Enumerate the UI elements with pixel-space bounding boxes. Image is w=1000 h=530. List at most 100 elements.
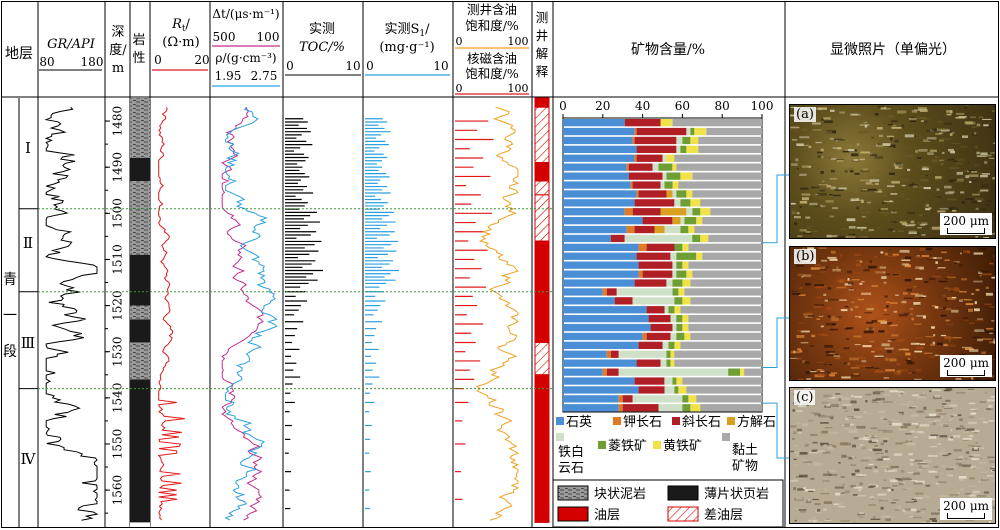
texture-grain	[938, 413, 946, 415]
texture-grain	[800, 330, 810, 333]
texture-grain	[874, 370, 885, 373]
texture-grain	[837, 147, 842, 150]
texture-grain	[859, 482, 863, 486]
texture-grain	[796, 357, 802, 360]
depth-header-1: 深	[111, 25, 124, 40]
texture-grain	[850, 308, 853, 311]
photo-b: (b) 200 μm	[789, 246, 996, 381]
texture-grain	[958, 476, 967, 479]
texture-grain	[902, 509, 906, 512]
texture-grain	[917, 116, 927, 119]
texture-grain	[907, 168, 911, 171]
texture-grain	[844, 149, 849, 151]
texture-grain	[871, 285, 878, 287]
texture-grain	[962, 346, 972, 349]
texture-grain	[803, 388, 811, 390]
texture-grain	[883, 440, 888, 443]
texture-grain	[889, 200, 893, 202]
texture-grain	[857, 513, 865, 516]
texture-grain	[889, 172, 895, 175]
texture-grain	[972, 133, 978, 136]
texture-grain	[994, 415, 995, 417]
texture-grain	[941, 151, 945, 155]
mineral-segment	[563, 261, 639, 269]
texture-grain	[962, 431, 969, 433]
texture-grain	[904, 312, 911, 315]
texture-grain	[896, 363, 901, 366]
stratigraphy-column: 青 一 段 Ⅰ Ⅱ Ⅲ Ⅳ	[3, 98, 38, 527]
mineral-segment	[686, 386, 762, 394]
texture-grain	[911, 498, 917, 500]
texture-grain	[853, 373, 859, 376]
mineral-segment	[628, 163, 653, 171]
sat-log-header-2: 饱和度/%	[465, 18, 519, 33]
mineral-legend-label: 斜长石	[682, 415, 721, 430]
sat-log-min: 0	[456, 35, 463, 48]
texture-grain	[871, 181, 881, 184]
texture-grain	[921, 234, 926, 236]
texture-grain	[824, 345, 834, 348]
texture-grain	[826, 306, 832, 310]
interp-poor_oil	[534, 180, 550, 196]
texture-grain	[871, 497, 874, 500]
texture-grain	[853, 437, 859, 440]
texture-grain	[880, 442, 884, 446]
texture-grain	[830, 109, 835, 112]
subunit-2: Ⅱ	[23, 234, 33, 252]
texture-grain	[794, 519, 797, 522]
texture-grain	[951, 296, 957, 299]
texture-grain	[917, 396, 926, 399]
texture-grain	[819, 315, 824, 317]
texture-grain	[931, 519, 938, 522]
texture-grain	[858, 489, 861, 492]
texture-grain	[932, 422, 936, 426]
texture-grain	[870, 435, 877, 438]
texture-grain	[839, 442, 849, 446]
texture-grain	[873, 255, 878, 258]
legend-poor-oil-swatch	[667, 506, 699, 522]
texture-grain	[977, 338, 983, 342]
texture-grain	[919, 214, 923, 217]
texture-grain	[824, 519, 832, 522]
texture-grain	[986, 331, 995, 333]
texture-grain	[861, 200, 864, 203]
texture-grain	[799, 136, 810, 139]
texture-grain	[974, 409, 978, 411]
texture-grain	[934, 395, 941, 398]
texture-grain	[835, 353, 839, 356]
texture-grain	[875, 452, 884, 454]
texture-grain	[859, 158, 865, 161]
texture-grain	[982, 273, 992, 276]
texture-grain	[971, 376, 974, 380]
photo-b-scalebar: 200 μm	[940, 355, 992, 377]
texture-grain	[824, 157, 832, 159]
texture-grain	[968, 416, 975, 418]
texture-grain	[922, 392, 925, 396]
texture-grain	[938, 132, 944, 134]
texture-grain	[970, 116, 976, 118]
texture-grain	[949, 404, 958, 407]
texture-grain	[976, 495, 987, 497]
texture-grain	[824, 405, 831, 408]
texture-grain	[854, 396, 862, 398]
texture-grain	[800, 342, 809, 344]
mineral-segment	[682, 136, 691, 145]
texture-grain	[902, 292, 908, 295]
texture-grain	[902, 348, 907, 351]
texture-grain	[865, 216, 869, 219]
texture-grain	[813, 499, 820, 501]
mineral-legend-swatch	[613, 417, 621, 425]
texture-grain	[962, 135, 968, 138]
texture-grain	[812, 449, 818, 452]
texture-grain	[834, 270, 837, 273]
photo-a-scale-text: 200 μm	[943, 214, 989, 228]
texture-grain	[897, 110, 907, 114]
photo-b-scale-text: 200 μm	[943, 356, 989, 370]
texture-grain	[911, 317, 914, 321]
texture-grain	[853, 486, 863, 489]
mineral-segment	[674, 297, 683, 305]
texture-grain	[940, 129, 950, 132]
texture-grain	[987, 200, 992, 203]
texture-grain	[874, 390, 885, 393]
